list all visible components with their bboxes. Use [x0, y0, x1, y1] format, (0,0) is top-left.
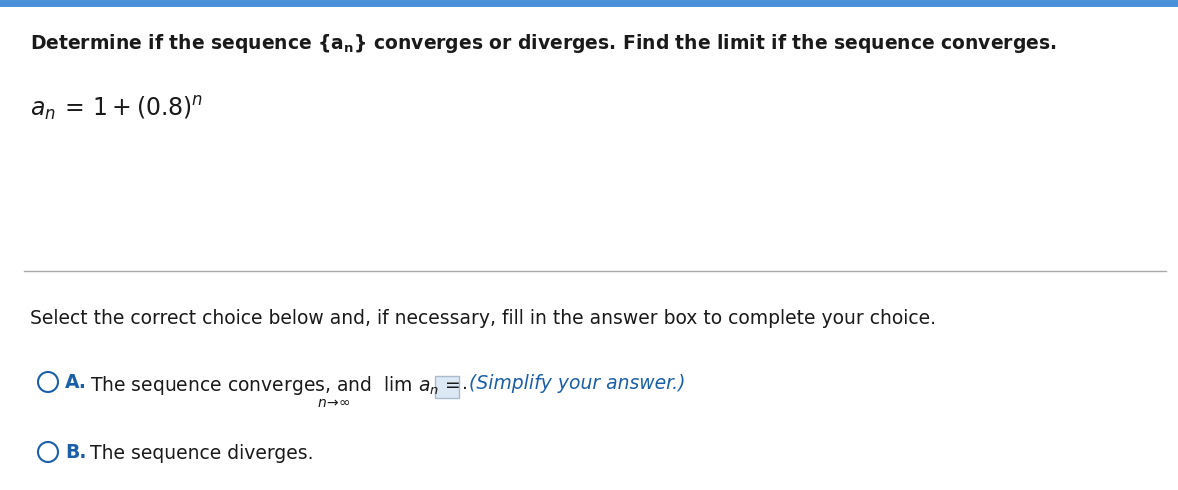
- Text: (Simplify your answer.): (Simplify your answer.): [469, 374, 686, 393]
- Text: $n\!\rightarrow\!\infty$: $n\!\rightarrow\!\infty$: [317, 396, 351, 410]
- Text: A.: A.: [65, 372, 87, 392]
- Text: The sequence converges, and  lim $a_n$ =: The sequence converges, and lim $a_n$ =: [90, 374, 461, 397]
- Text: Determine if the sequence {$\mathregular{a_n}$} converges or diverges. Find the : Determine if the sequence {$\mathregular…: [29, 32, 1057, 55]
- Text: Select the correct choice below and, if necessary, fill in the answer box to com: Select the correct choice below and, if …: [29, 309, 937, 328]
- Text: B.: B.: [65, 442, 86, 462]
- Text: $a_n\, =\, 1 + (0.8)^n$: $a_n\, =\, 1 + (0.8)^n$: [29, 95, 204, 123]
- Text: The sequence diverges.: The sequence diverges.: [90, 444, 313, 463]
- FancyBboxPatch shape: [435, 376, 459, 398]
- Text: .: .: [462, 374, 468, 393]
